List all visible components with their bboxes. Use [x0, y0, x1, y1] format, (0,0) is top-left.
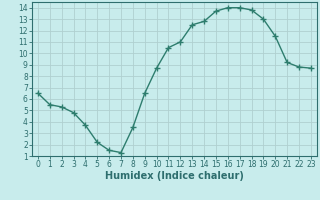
X-axis label: Humidex (Indice chaleur): Humidex (Indice chaleur) — [105, 171, 244, 181]
